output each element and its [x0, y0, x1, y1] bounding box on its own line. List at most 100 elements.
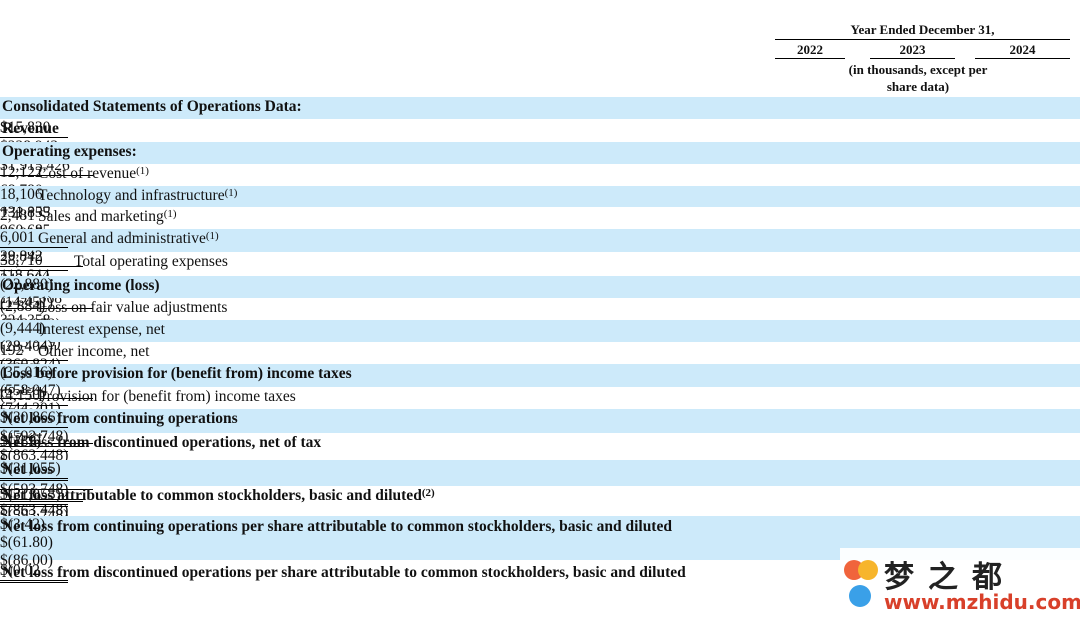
row-label: Net loss from discontinued operations pe… [2, 562, 765, 584]
year-header: 2024 [975, 42, 1070, 59]
value-cell: $(189) [0, 433, 68, 452]
table-row: Total operating expenses38,710243,3941,5… [0, 252, 1080, 309]
watermark: 梦之都 www.mzhidu.com [840, 548, 1080, 619]
value-cell: $(31,055) [0, 460, 68, 481]
row-label: Interest expense, net [38, 321, 783, 339]
value-cell: 192 [0, 342, 68, 361]
amount: (189) [7, 433, 42, 450]
watermark-brand: 梦之都 [884, 560, 1016, 595]
currency: $ [0, 409, 8, 426]
table-row: Sales and marketing(1)2,48112,91718,389 [0, 207, 1080, 260]
currency: $ [0, 552, 8, 569]
label-text: Consolidated Statements of Operations Da… [2, 98, 302, 115]
amount: (2,884) [0, 298, 46, 315]
label-text: Loss before provision for (benefit from)… [2, 365, 352, 382]
row-label: Other income, net [38, 343, 783, 361]
value-cell: $(593,748) [0, 428, 83, 447]
value-cell: (9,444) [0, 320, 68, 338]
value-cell: (2,884) [0, 298, 68, 316]
table-row: Net loss from discontinued operations, n… [0, 433, 1080, 490]
watermark-url: www.mzhidu.com [884, 590, 1080, 614]
currency: $ [0, 157, 8, 174]
label-text: Operating income (loss) [2, 277, 160, 294]
label-text: Loss on fair value adjustments [38, 299, 228, 316]
label-text: Net loss attributable to common stockhol… [2, 487, 422, 504]
amount: (593,748) [7, 428, 69, 445]
table-row: Loss before provision for (benefit from)… [0, 364, 1080, 417]
row-label: Sales and marketing(1) [38, 208, 783, 226]
currency: $ [0, 502, 8, 519]
label-text: General and administrative [38, 230, 206, 247]
amount: 6,001 [0, 229, 35, 246]
label-text: Net loss from discontinued operations, n… [2, 434, 322, 451]
currency: $ [0, 481, 8, 498]
label-text: Operating expenses: [2, 143, 137, 160]
row-label: Net loss [2, 461, 747, 479]
table-row: Net loss from discontinued operations pe… [0, 562, 1080, 606]
value-cell: 18,106 [0, 186, 68, 204]
table-row: Provision for (benefit from) income taxe… [0, 387, 1080, 444]
amount: (14,451) [0, 294, 53, 311]
label-text: Technology and infrastructure [38, 187, 225, 204]
amount: (61.80) [7, 534, 53, 551]
label-text: Net loss [2, 461, 54, 478]
label-text: Total operating expenses [74, 253, 228, 270]
footnote-ref: (1) [205, 230, 219, 242]
value-cell: (4,150) [0, 387, 68, 406]
value-cell: 12,122 [0, 164, 68, 182]
table-row: Net loss from continuing operations $(30,… [0, 409, 1080, 466]
amount: (4,150) [0, 387, 46, 404]
table-row: Operating income (loss)(22,880)(14,451)3… [0, 276, 1080, 329]
value-cell: $(3.42) [0, 516, 68, 534]
table-row: Loss on fair value adjustments(2,884)(53… [0, 298, 1080, 351]
amount: (3.42) [7, 516, 46, 533]
row-label: Loss on fair value adjustments [38, 299, 783, 317]
value-cell: (28,404) [0, 338, 83, 356]
currency: $ [0, 507, 8, 524]
row-label: Provision for (benefit from) income taxe… [38, 388, 783, 406]
period-header: Year Ended December 31, [775, 22, 1070, 40]
unit-note: (in thousands, except per share data) [848, 62, 988, 94]
label-text: Interest expense, net [38, 321, 165, 338]
value-cell: (22,880) [0, 276, 68, 294]
value-cell: $(593,748) [0, 481, 83, 502]
value-cell: 38,710 [0, 252, 68, 271]
label-text: Net loss from continuing operations per … [2, 518, 672, 535]
amount: 12,122 [0, 164, 43, 181]
label-text: Revenue [2, 120, 59, 137]
footnote-ref: (1) [136, 165, 149, 177]
row-label: General and administrative(1) [38, 230, 783, 248]
table-row: Technology and infrastructure(1) 18,106 13… [0, 186, 1080, 239]
value-cell: (558,047) [0, 382, 83, 400]
table-row: Net loss attributable to common stockhol… [0, 486, 1080, 549]
value-cell: $15,830 [0, 119, 68, 138]
label-text: Other income, net [38, 343, 150, 360]
amount: (593,748) [7, 481, 69, 498]
currency: $ [0, 428, 8, 445]
footnote-ref: (1) [224, 187, 238, 199]
amount: 131,855 [0, 204, 51, 221]
footnote-ref: (1) [163, 208, 177, 220]
row-label: Operating expenses: [2, 143, 747, 161]
watermark-icon [844, 560, 878, 607]
currency: $ [0, 486, 8, 503]
amount: (22,880) [0, 276, 53, 293]
value-cell: 131,855 [0, 204, 83, 222]
row-label: Operating income (loss) [2, 277, 747, 295]
amount: (0.02 [7, 562, 41, 579]
label-text: Cost of revenue [38, 165, 137, 182]
row-label: Net loss attributable to common stockhol… [2, 487, 747, 505]
value-cell: 2,481 [0, 207, 68, 225]
row-label: Loss before provision for (benefit from)… [2, 365, 747, 383]
row-label: Total operating expenses [74, 253, 819, 271]
table-row: Revenue$15,830$228,943$1,915,426 [0, 119, 1080, 176]
amount: (31,055) [7, 486, 61, 503]
amount: (35,016) [0, 364, 53, 381]
currency: $ [0, 516, 8, 533]
amount: (30,866) [7, 409, 61, 426]
value-cell: $(86.00) [0, 552, 93, 570]
row-label: Technology and infrastructure(1) [38, 187, 783, 205]
table-row: General and administrative(1) 6,001 29,842… [0, 229, 1080, 286]
label-text: Net loss from continuing operations [2, 410, 238, 427]
